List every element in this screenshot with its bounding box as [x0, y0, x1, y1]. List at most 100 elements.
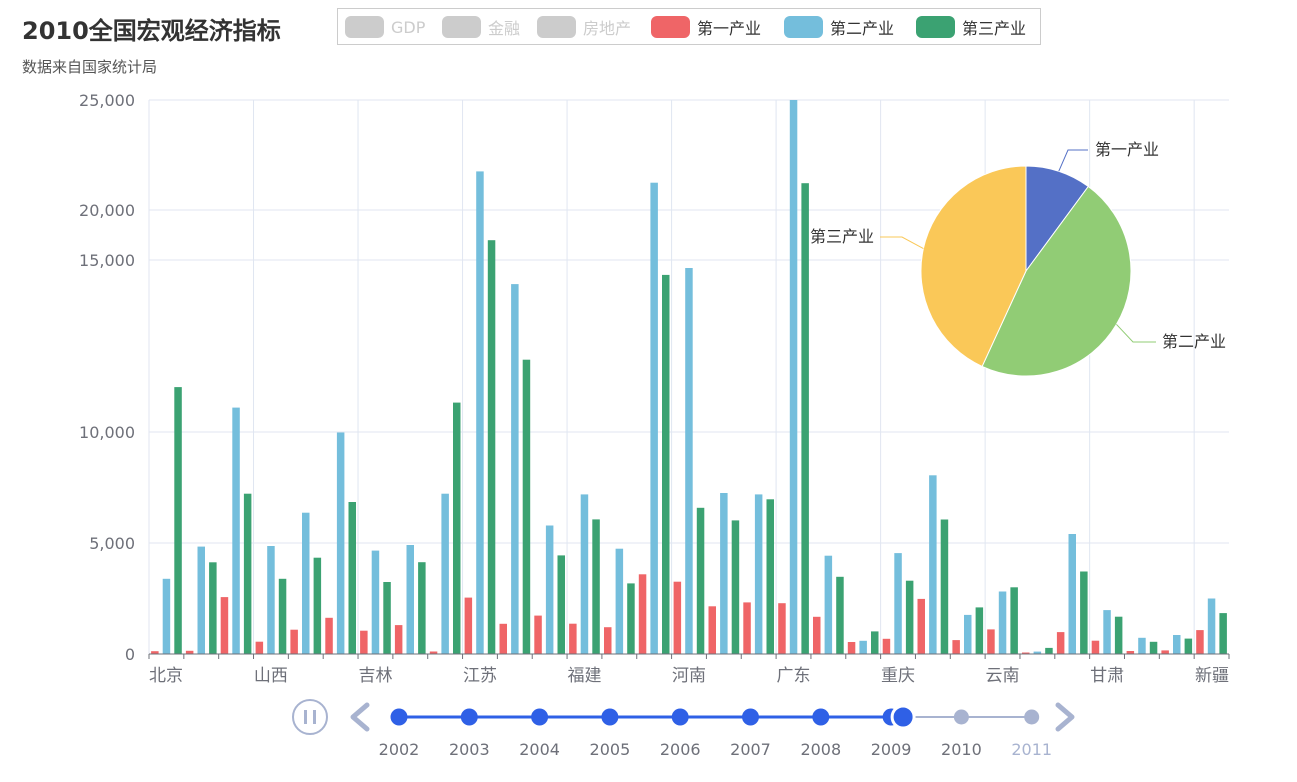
bar-第二产业-江西: [615, 548, 624, 654]
timeline-current-handle[interactable]: [890, 704, 916, 730]
bar-第二产业-青海: [1138, 637, 1146, 654]
bar-第二产业-宁夏: [1173, 635, 1181, 654]
bar-第二产业-河南: [685, 268, 693, 654]
pie-label: 第一产业: [1095, 140, 1159, 159]
bar-第二产业-辽宁: [336, 432, 345, 654]
timeline-year-label: 2011: [1011, 740, 1052, 759]
timeline-point-2004[interactable]: [531, 708, 549, 726]
bar-第一产业-新疆: [1196, 630, 1204, 654]
bar-第三产业-内蒙古: [313, 557, 322, 654]
bar-第二产业-北京: [162, 578, 171, 654]
bar-第一产业-吉林: [360, 630, 368, 654]
bar-第三产业-湖北: [731, 520, 740, 654]
bar-第一产业-山西: [255, 641, 264, 654]
timeline-point-2006[interactable]: [671, 708, 689, 726]
bar-第一产业-河南: [673, 581, 682, 654]
timeline-point-2003[interactable]: [460, 708, 478, 726]
bar-第一产业-青海: [1126, 651, 1135, 654]
bar-第三产业-黑龙江: [418, 562, 426, 654]
timeline-point-2010[interactable]: [953, 709, 969, 725]
timeline-point-2005[interactable]: [601, 708, 619, 726]
legend-item-secondary-industry[interactable]: 第二产业: [784, 14, 894, 40]
x-tick-label: 北京: [149, 666, 183, 686]
bar-第一产业-福建: [569, 623, 577, 654]
bar-第三产业-河南: [696, 507, 705, 654]
timeline-year-label: 2004: [519, 740, 560, 759]
timeline-point-2008[interactable]: [812, 708, 830, 726]
bar-第一产业-山东: [638, 574, 647, 654]
legend-item-finance[interactable]: 金融: [442, 14, 520, 40]
timeline-point-2011[interactable]: [1024, 709, 1040, 725]
bar-第一产业-浙江: [499, 623, 507, 654]
bar-第二产业-四川: [929, 475, 937, 654]
bar-第一产业-湖南: [743, 602, 751, 654]
timeline-year-label: 2009: [871, 740, 912, 759]
legend-label: 第二产业: [830, 19, 895, 38]
bar-第三产业-辽宁: [348, 502, 356, 654]
bar-第一产业-湖北: [708, 606, 716, 654]
legend-item-primary-industry[interactable]: 第一产业: [651, 14, 761, 40]
bar-第二产业-内蒙古: [302, 512, 310, 654]
chart-title: 2010全国宏观经济指标: [22, 17, 281, 45]
bar-第三产业-青海: [1149, 641, 1158, 654]
bar-第二产业-山东: [650, 182, 658, 654]
timeline-year-label: 2006: [660, 740, 701, 759]
bar-第一产业-广西: [813, 616, 821, 654]
legend-label: GDP: [391, 17, 426, 37]
bar-第三产业-江西: [627, 583, 635, 654]
previous-year-icon[interactable]: [350, 702, 370, 732]
x-tick-label: 吉林: [359, 666, 393, 686]
bar-第二产业-云南: [998, 591, 1007, 654]
bar-第三产业-福建: [592, 519, 600, 654]
timeline-year-label: 2002: [379, 740, 420, 759]
bar-第二产业-山西: [267, 546, 275, 654]
bar-第一产业-天津: [185, 650, 194, 654]
bar-第一产业-辽宁: [325, 617, 333, 654]
pie-label: 第三产业: [810, 227, 874, 246]
legend-item-tertiary-industry[interactable]: 第三产业: [916, 14, 1026, 40]
bar-第二产业-广东: [789, 100, 798, 654]
bar-第三产业-天津: [209, 562, 217, 654]
y-tick-label: 0: [125, 645, 135, 664]
timeline-point-2002[interactable]: [390, 708, 408, 726]
x-tick-label: 福建: [568, 666, 602, 686]
timeline-year-label: 2003: [449, 740, 490, 759]
bar-第三产业-湖南: [766, 499, 774, 654]
bar-第三产业-山东: [662, 274, 670, 654]
x-axis: 北京 山西 吉林 江苏 福建 河南 广东 重庆 云南 甘肃 新疆: [148, 653, 1230, 686]
pie-label-line: [1116, 323, 1156, 343]
timeline-year-label: 2010: [941, 740, 982, 759]
bar-第二产业-江苏: [476, 171, 484, 654]
legend-item-real-estate[interactable]: 房地产: [537, 14, 631, 40]
legend-swatch: [651, 16, 690, 38]
pie-label-line: [1058, 149, 1088, 172]
bar-第二产业-湖北: [720, 493, 728, 654]
play-pause-button[interactable]: [292, 699, 328, 735]
legend-swatch: [442, 16, 481, 38]
y-tick-label: 10,000: [79, 423, 135, 442]
chart-subtitle: 数据来自国家统计局: [22, 58, 158, 76]
bar-第三产业-北京: [174, 387, 182, 654]
timeline-year-label: 2008: [800, 740, 841, 759]
legend-item-gdp[interactable]: GDP: [345, 14, 425, 40]
pause-icon-bar-right: [313, 710, 316, 724]
bar-第三产业-云南: [1010, 587, 1018, 654]
bar-第三产业-宁夏: [1184, 638, 1193, 654]
bar-第一产业-西藏: [1022, 652, 1030, 654]
bar-第三产业-江苏: [487, 240, 496, 654]
legend-swatch: [345, 16, 384, 38]
bar-第二产业-黑龙江: [406, 545, 414, 654]
timeline-year-label: 2007: [730, 740, 771, 759]
timeline: 2002 2003 2004 2005 2006 2007 2008 2009 2010 2011: [292, 699, 1075, 759]
bar-第三产业-新疆: [1219, 613, 1227, 654]
legend-swatch: [784, 16, 823, 38]
legend-swatch: [916, 16, 955, 38]
timeline-point-2007[interactable]: [742, 708, 759, 726]
bar-第二产业-湖南: [754, 494, 763, 654]
pie-label-line: [880, 236, 924, 250]
x-tick-label: 江苏: [463, 666, 497, 686]
next-year-icon[interactable]: [1055, 702, 1075, 732]
y-tick-label: 25,000: [79, 91, 135, 110]
bar-第一产业-河北: [220, 597, 229, 654]
